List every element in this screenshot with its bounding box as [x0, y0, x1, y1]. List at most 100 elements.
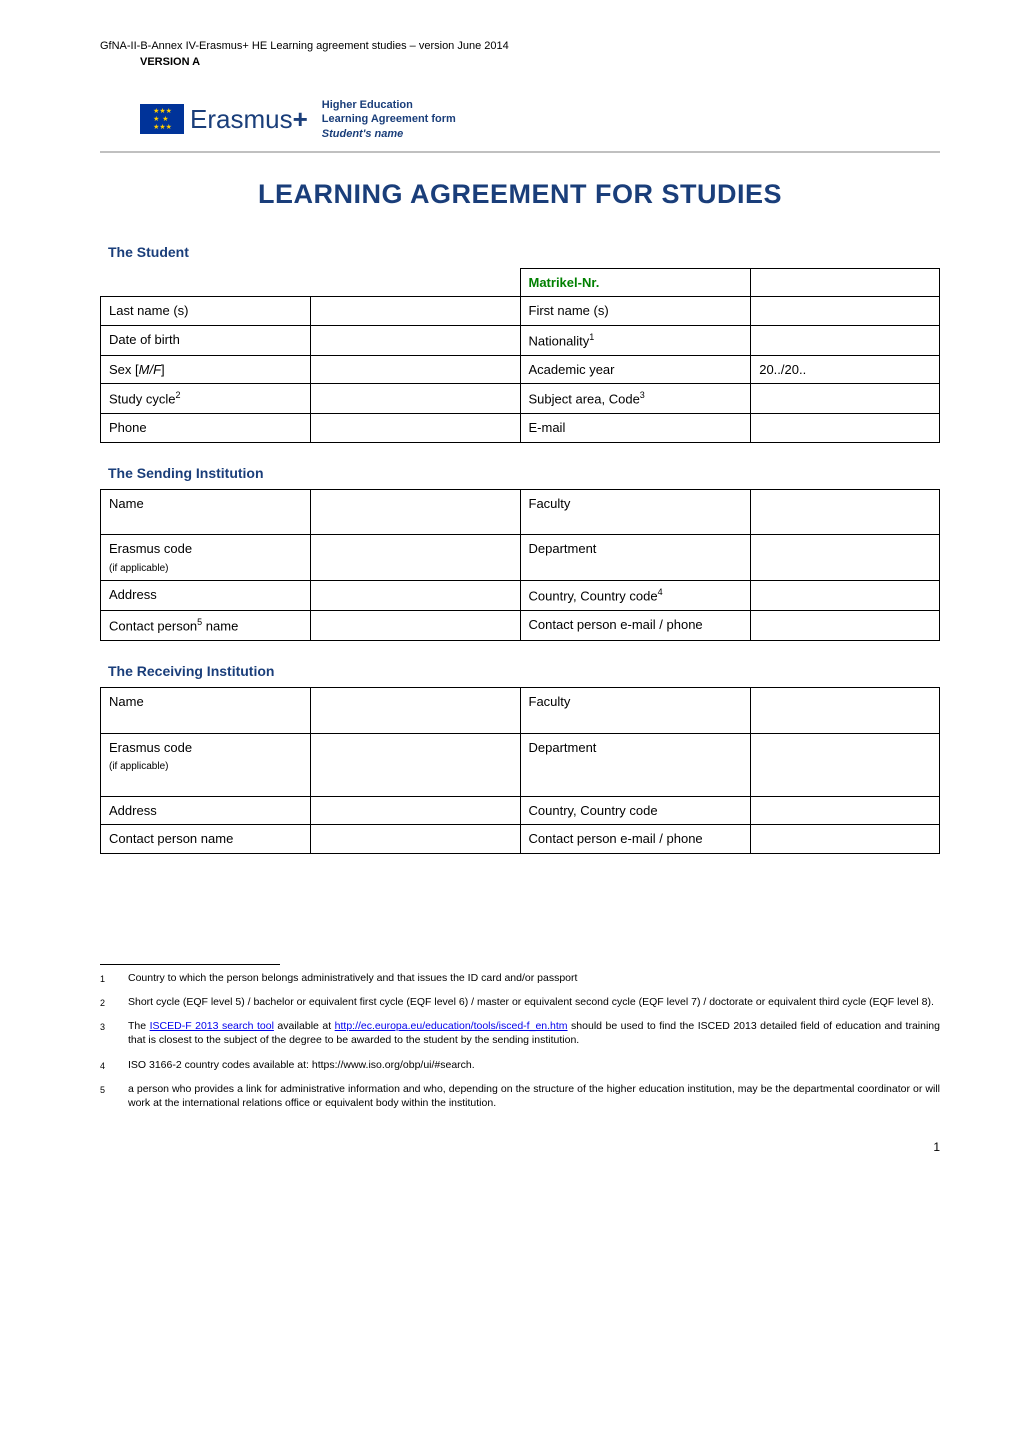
table-row: Address Country, Country code4 [101, 581, 940, 611]
header-version: VERSION A [140, 56, 940, 68]
field-value[interactable] [751, 325, 940, 355]
table-row: Last name (s) First name (s) [101, 297, 940, 326]
field-label: Erasmus code(if applicable) [101, 535, 311, 581]
footnote-1: 1 Country to which the person belongs ad… [100, 971, 940, 985]
footnote-ref: 2 [175, 390, 180, 400]
field-label: Study cycle2 [101, 384, 311, 414]
field-label: Country, Country code4 [520, 581, 751, 611]
header-divider [100, 151, 940, 153]
footnote-4: 4 ISO 3166-2 country codes available at:… [100, 1058, 940, 1072]
header-meta-line: GfNA-II-B-Annex IV-Erasmus+ HE Learning … [100, 40, 940, 52]
table-row: Contact person5 name Contact person e-ma… [101, 611, 940, 641]
field-value[interactable] [751, 414, 940, 443]
field-label: Address [101, 796, 311, 825]
footnote-ref: 1 [589, 332, 594, 342]
table-row: Study cycle2 Subject area, Code3 [101, 384, 940, 414]
field-value[interactable] [751, 611, 940, 641]
field-label: Contact person e-mail / phone [520, 611, 751, 641]
logo-row: ★ ★ ★★ ★★ ★ ★ Erasmus+ Higher Education … [140, 98, 940, 141]
footnote-number: 3 [100, 1019, 128, 1047]
field-value[interactable] [751, 796, 940, 825]
field-value[interactable] [310, 611, 520, 641]
field-value[interactable] [751, 297, 940, 326]
field-value[interactable] [310, 733, 520, 796]
footnote-text: Short cycle (EQF level 5) / bachelor or … [128, 995, 940, 1009]
field-value[interactable] [751, 581, 940, 611]
field-value[interactable] [310, 581, 520, 611]
field-label: Faculty [520, 688, 751, 734]
field-value[interactable] [310, 796, 520, 825]
field-value[interactable] [751, 384, 940, 414]
field-value[interactable] [751, 733, 940, 796]
field-label: Contact person name [101, 825, 311, 854]
logo-line-1: Higher Education [322, 98, 456, 112]
field-value[interactable] [310, 688, 520, 734]
erasmus-word: Erasmus [190, 104, 293, 134]
field-value[interactable] [310, 325, 520, 355]
student-section-title: The Student [108, 244, 940, 260]
field-label: Address [101, 581, 311, 611]
field-label: Phone [101, 414, 311, 443]
field-value[interactable] [310, 535, 520, 581]
field-value[interactable] [310, 489, 520, 535]
field-label: Sex [M/F] [101, 355, 311, 384]
footnote-number: 1 [100, 971, 128, 985]
field-value[interactable] [310, 297, 520, 326]
sending-section-title: The Sending Institution [108, 465, 940, 481]
field-label: First name (s) [520, 297, 751, 326]
footnote-number: 5 [100, 1082, 128, 1110]
isced-url-link[interactable]: http://ec.europa.eu/education/tools/isce… [335, 1020, 568, 1032]
field-value[interactable] [751, 535, 940, 581]
receiving-table: Name Faculty Erasmus code(if applicable)… [100, 687, 940, 854]
footnote-text: Country to which the person belongs admi… [128, 971, 940, 985]
footnote-divider [100, 964, 280, 965]
footnote-5: 5 a person who provides a link for admin… [100, 1082, 940, 1110]
eu-flag-icon: ★ ★ ★★ ★★ ★ ★ [140, 104, 184, 134]
field-value[interactable] [751, 489, 940, 535]
field-value[interactable]: 20../20.. [751, 355, 940, 384]
page-number: 1 [100, 1140, 940, 1154]
field-value[interactable] [751, 825, 940, 854]
field-label: Contact person5 name [101, 611, 311, 641]
logo-text-block: Higher Education Learning Agreement form… [322, 98, 456, 141]
table-row: Sex [M/F] Academic year 20../20.. [101, 355, 940, 384]
isced-link[interactable]: ISCED-F 2013 search tool [150, 1020, 274, 1032]
logo-line-2: Learning Agreement form [322, 112, 456, 126]
field-value[interactable] [310, 825, 520, 854]
empty-cell [310, 268, 520, 297]
page-title: LEARNING AGREEMENT FOR STUDIES [100, 179, 940, 210]
matrikel-label-cell: Matrikel-Nr. [520, 268, 751, 297]
footnote-ref: 4 [658, 587, 663, 597]
field-label: Country, Country code [520, 796, 751, 825]
field-label: Department [520, 535, 751, 581]
field-value[interactable] [310, 355, 520, 384]
footnote-text: The ISCED-F 2013 search tool available a… [128, 1019, 940, 1047]
field-label: Nationality1 [520, 325, 751, 355]
field-label: Faculty [520, 489, 751, 535]
erasmus-plus-icon: + [293, 104, 308, 134]
field-value[interactable] [310, 384, 520, 414]
footnote-text: a person who provides a link for adminis… [128, 1082, 940, 1110]
logo-line-3: Student's name [322, 127, 456, 141]
table-row: Name Faculty [101, 688, 940, 734]
table-row: Address Country, Country code [101, 796, 940, 825]
table-row: Date of birth Nationality1 [101, 325, 940, 355]
student-table: Matrikel-Nr. Last name (s) First name (s… [100, 268, 940, 443]
footnote-number: 2 [100, 995, 128, 1009]
sending-table: Name Faculty Erasmus code(if applicable)… [100, 489, 940, 641]
receiving-section-title: The Receiving Institution [108, 663, 940, 679]
field-label: Name [101, 688, 311, 734]
field-value[interactable] [310, 414, 520, 443]
empty-cell [101, 268, 311, 297]
table-row: Phone E-mail [101, 414, 940, 443]
field-value[interactable] [751, 688, 940, 734]
field-label: Last name (s) [101, 297, 311, 326]
table-row: Matrikel-Nr. [101, 268, 940, 297]
table-row: Contact person name Contact person e-mai… [101, 825, 940, 854]
matrikel-label: Matrikel-Nr. [529, 275, 600, 290]
footnote-ref: 3 [640, 390, 645, 400]
field-label: Contact person e-mail / phone [520, 825, 751, 854]
field-label: Department [520, 733, 751, 796]
field-label: Date of birth [101, 325, 311, 355]
matrikel-value-cell[interactable] [751, 268, 940, 297]
